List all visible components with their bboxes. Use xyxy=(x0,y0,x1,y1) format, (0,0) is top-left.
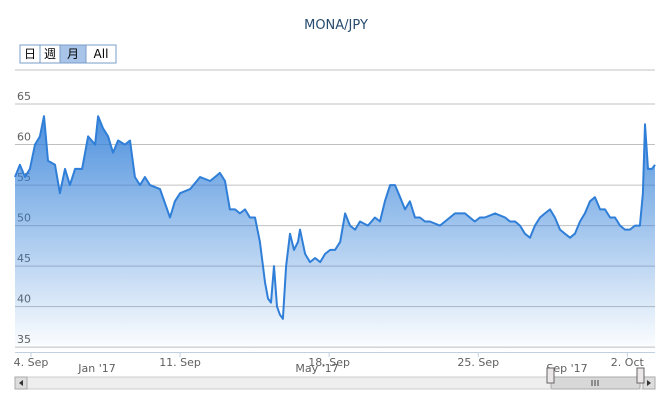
navigator-label: Jan '17 xyxy=(77,362,115,375)
range-button[interactable] xyxy=(85,44,117,64)
x-tick-label: 18. Sep xyxy=(308,356,350,369)
x-axis-labels: 4. Sep 11. Sep 18. Sep 25. Sep 2. Oct xyxy=(14,352,645,369)
y-tick-label: 65 xyxy=(17,90,31,103)
y-tick-label: 60 xyxy=(17,131,31,144)
navigator-label: May '17 xyxy=(295,362,338,375)
grip xyxy=(591,380,599,386)
area xyxy=(15,116,655,352)
range-button-label[interactable]: All xyxy=(94,47,109,61)
x-tick-label: 4. Sep xyxy=(14,356,49,369)
arrow-right xyxy=(647,380,651,386)
nav-handle-left[interactable] xyxy=(546,367,555,384)
range-button-label[interactable]: 週 xyxy=(44,47,56,61)
x-tick-label: 25. Sep xyxy=(457,356,499,369)
plot xyxy=(14,115,656,352)
range-button-label[interactable]: 日 xyxy=(24,47,36,61)
line xyxy=(14,115,656,320)
navigator: Jan '17 May '17 Sep '17 xyxy=(77,362,587,375)
navigator-label: Sep '17 xyxy=(546,362,587,375)
nav-handle-right[interactable] xyxy=(636,367,645,384)
x-tick-label: 2. Oct xyxy=(611,356,645,369)
range-selector: 日週月 All xyxy=(19,44,117,64)
range-button-label[interactable]: 月 xyxy=(67,47,79,61)
arrow-left xyxy=(19,380,23,386)
chart-title: MONA/JPY xyxy=(304,18,368,33)
x-tick-label: 11. Sep xyxy=(159,356,201,369)
